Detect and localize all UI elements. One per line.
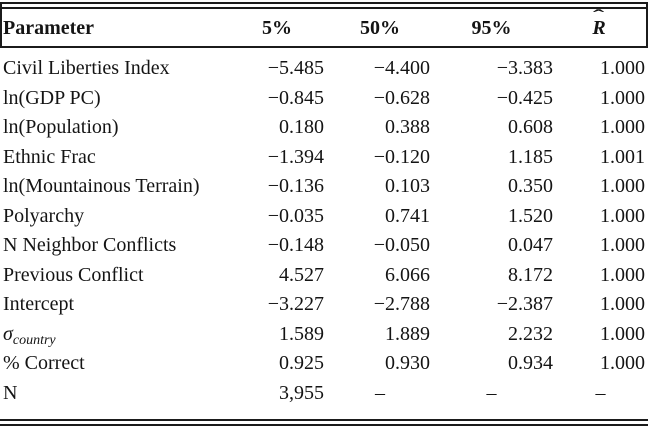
- value-cell: 1.000: [600, 234, 645, 256]
- value-cell: 0.934: [508, 352, 553, 374]
- value-cell: −5.485: [267, 57, 324, 79]
- value-cell: 3,955: [279, 381, 324, 404]
- rhat-hat-accent: ˆ: [592, 5, 605, 26]
- param-cell: σcountry: [0, 320, 230, 350]
- value-cell: −0.148: [267, 234, 324, 256]
- value-cell: −0.425: [496, 86, 553, 109]
- value-cell: 2.232: [508, 322, 553, 345]
- value-cell: −0.120: [373, 145, 430, 168]
- value-cell: 1.000: [600, 352, 645, 374]
- table-row-mountainous: ln(Mountainous Terrain) −0.136 0.103 0.3…: [0, 172, 648, 202]
- value-cell: –: [375, 381, 385, 404]
- value-cell: −4.400: [373, 57, 430, 79]
- param-cell: Polyarchy: [3, 204, 85, 227]
- value-cell: 0.925: [279, 352, 324, 374]
- value-cell: −2.788: [373, 293, 430, 315]
- rhat-base-letter: R: [592, 17, 606, 39]
- header-50th-percentile: 50%: [330, 7, 430, 48]
- value-cell: 0.930: [385, 352, 430, 374]
- bottom-double-rule: [0, 419, 648, 426]
- param-cell: Previous Conflict: [3, 263, 144, 286]
- value-cell: 1.000: [600, 86, 645, 109]
- value-cell: 1.000: [600, 204, 645, 227]
- table-row-intercept: Intercept −3.227 −2.788 −2.387 1.000: [0, 290, 648, 320]
- value-cell: −0.050: [373, 234, 430, 256]
- param-cell: ln(Mountainous Terrain): [3, 175, 200, 197]
- value-cell: −0.035: [267, 204, 324, 227]
- value-cell: 4.527: [279, 263, 324, 286]
- table-row-percent-correct: % Correct 0.925 0.930 0.934 1.000: [0, 349, 648, 379]
- value-cell: 0.103: [385, 175, 430, 197]
- param-cell: N: [3, 381, 18, 404]
- value-cell: 1.889: [385, 322, 430, 345]
- value-cell: 1.000: [600, 175, 645, 197]
- table-row-sigma-country: σcountry 1.589 1.889 2.232 1.000: [0, 320, 648, 350]
- header-95th-percentile: 95%: [430, 7, 553, 48]
- value-cell: 0.608: [508, 116, 553, 138]
- value-cell: 0.047: [508, 234, 553, 256]
- value-cell: −0.628: [373, 86, 430, 109]
- value-cell: 1.000: [600, 263, 645, 286]
- table-row-neighbor-conflicts: N Neighbor Conflicts −0.148 −0.050 0.047…: [0, 231, 648, 261]
- param-cell: Intercept: [3, 293, 75, 315]
- value-cell: 0.741: [385, 204, 430, 227]
- value-cell: 1.520: [508, 204, 553, 227]
- value-cell: 1.000: [600, 293, 645, 315]
- value-cell: –: [486, 381, 497, 404]
- value-cell: −3.383: [496, 57, 553, 79]
- param-cell: Ethnic Frac: [3, 145, 96, 168]
- table-row-previous-conflict: Previous Conflict 4.527 6.066 8.172 1.00…: [0, 261, 648, 291]
- param-cell: Civil Liberties Index: [3, 57, 170, 79]
- table-row-polyarchy: Polyarchy −0.035 0.741 1.520 1.000: [0, 202, 648, 232]
- table-row-civil-liberties: Civil Liberties Index −5.485 −4.400 −3.3…: [0, 47, 648, 84]
- header-5th-percentile: 5%: [230, 7, 330, 48]
- table-row-ethnic-frac: Ethnic Frac −1.394 −0.120 1.185 1.001: [0, 143, 648, 173]
- value-cell: 1.185: [508, 145, 553, 168]
- sigma-symbol: σ: [3, 322, 13, 345]
- table-row-population: ln(Population) 0.180 0.388 0.608 1.000: [0, 113, 648, 143]
- value-cell: −3.227: [267, 293, 324, 315]
- value-cell: 1.000: [600, 116, 645, 138]
- value-cell: 1.589: [279, 322, 324, 345]
- value-cell: 6.066: [385, 263, 430, 286]
- value-cell: −0.136: [267, 175, 324, 197]
- param-cell: ln(GDP PC): [3, 86, 101, 109]
- table-row-n: N 3,955 – – –: [0, 379, 648, 409]
- value-cell: −0.845: [267, 86, 324, 109]
- param-cell: N Neighbor Conflicts: [3, 234, 177, 256]
- param-cell: % Correct: [3, 352, 85, 374]
- value-cell: −2.387: [496, 293, 553, 315]
- value-cell: 8.172: [508, 263, 553, 286]
- value-cell: −1.394: [267, 145, 324, 168]
- value-cell: 1.000: [600, 322, 645, 345]
- value-cell: 1.001: [600, 145, 645, 168]
- table-row-gdp: ln(GDP PC) −0.845 −0.628 −0.425 1.000: [0, 84, 648, 114]
- param-cell: ln(Population): [3, 116, 119, 138]
- table-body: Civil Liberties Index −5.485 −4.400 −3.3…: [0, 47, 648, 408]
- value-cell: 1.000: [600, 57, 645, 79]
- header-parameter: Parameter: [0, 7, 230, 48]
- value-cell: 0.180: [279, 116, 324, 138]
- sigma-subscript: country: [12, 332, 56, 348]
- value-cell: 0.350: [508, 175, 553, 197]
- value-cell: 0.388: [385, 116, 430, 138]
- value-cell: –: [595, 381, 606, 404]
